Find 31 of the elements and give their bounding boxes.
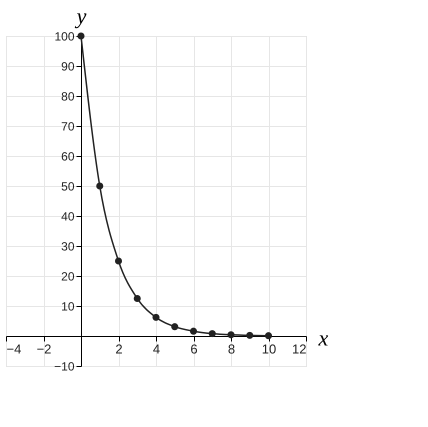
point — [152, 314, 160, 321]
x-tick-label: −4 — [6, 342, 22, 356]
point — [227, 331, 235, 338]
point — [134, 294, 141, 302]
y-tick-label: 30 — [61, 240, 75, 254]
y-tick-label: 60 — [61, 150, 75, 164]
y-tick-label: 50 — [61, 180, 75, 194]
x-tick-label: 2 — [115, 342, 123, 356]
point — [264, 332, 272, 340]
point — [171, 323, 178, 330]
x-tick-label: 6 — [190, 342, 198, 356]
point — [96, 182, 104, 190]
y-tick-label: 40 — [61, 210, 75, 224]
point — [190, 328, 198, 335]
x-tick-label: 12 — [292, 342, 306, 356]
x-tick-label: 10 — [262, 342, 276, 356]
y-tick-label: 10 — [61, 300, 75, 314]
x-axis-title: x — [318, 326, 328, 350]
y-tick-label: 90 — [61, 60, 75, 74]
y-tick-label: 70 — [61, 120, 75, 134]
point — [114, 257, 122, 265]
y-axis-title: y — [74, 4, 87, 28]
point — [208, 330, 216, 338]
y-tick-label: 20 — [61, 270, 75, 284]
x-tick-label: −2 — [36, 342, 52, 356]
point — [246, 332, 254, 339]
y-tick-label: 100 — [54, 30, 75, 44]
y-tick-label: −10 — [54, 360, 75, 374]
x-tick-label: 8 — [228, 342, 236, 356]
y-tick-label: 80 — [61, 90, 75, 104]
x-tick-label: 4 — [152, 342, 160, 356]
